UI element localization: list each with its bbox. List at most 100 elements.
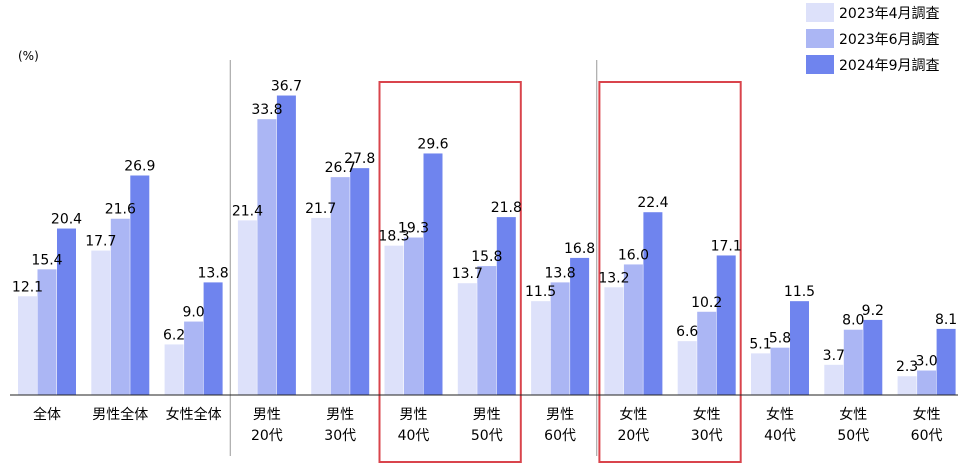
value-label: 17.7 <box>85 234 116 250</box>
category-label: 30代 <box>324 428 356 444</box>
value-label: 11.5 <box>784 284 815 300</box>
value-label: 8.1 <box>935 312 957 328</box>
bar <box>18 296 37 395</box>
value-label: 9.0 <box>182 305 204 321</box>
group-separators <box>229 60 598 456</box>
unit-label: (%) <box>18 49 39 63</box>
bar <box>843 329 863 395</box>
value-label: 2.3 <box>896 359 918 375</box>
value-label: 21.8 <box>491 200 522 216</box>
category-label: 男性 <box>253 407 281 423</box>
value-label: 22.4 <box>637 195 668 211</box>
value-label: 5.1 <box>749 336 771 352</box>
category-label: 女性全体 <box>166 406 222 423</box>
bar <box>350 168 370 395</box>
value-label: 21.7 <box>305 201 336 217</box>
category-label: 男性 <box>473 407 501 423</box>
bar <box>203 282 223 395</box>
bar <box>457 283 477 395</box>
bar <box>37 269 57 395</box>
bar <box>936 328 956 395</box>
category-label: 全体 <box>33 406 61 423</box>
value-label: 15.8 <box>471 249 502 265</box>
bar <box>330 177 350 395</box>
bar <box>790 301 809 395</box>
value-label: 15.4 <box>31 252 62 268</box>
highlight-box <box>598 81 742 463</box>
bar <box>697 311 717 395</box>
value-label: 5.8 <box>769 331 791 347</box>
value-label: 21.6 <box>105 202 136 218</box>
bar <box>477 266 497 395</box>
bar <box>384 245 404 395</box>
category-label: 女性 <box>766 406 794 423</box>
value-label: 16.8 <box>564 241 595 257</box>
value-label: 13.8 <box>198 265 229 281</box>
highlight-box <box>378 81 522 463</box>
value-label: 17.1 <box>711 238 742 254</box>
category-label: 男性 <box>400 407 428 423</box>
value-label: 8.0 <box>842 313 864 329</box>
category-label: 20代 <box>617 428 649 444</box>
legend-swatch <box>806 3 834 22</box>
bar <box>751 353 770 395</box>
bar <box>423 153 443 395</box>
value-label: 26.7 <box>325 160 356 176</box>
bar <box>824 364 844 395</box>
value-label: 33.8 <box>251 102 282 118</box>
highlight-boxes <box>378 81 742 463</box>
category-label: 女性 <box>619 406 647 423</box>
value-label: 20.4 <box>51 212 82 228</box>
value-label: 9.2 <box>862 303 884 319</box>
category-label: 男性 <box>546 407 574 423</box>
bar <box>184 321 204 395</box>
bar <box>604 287 624 395</box>
value-label: 3.0 <box>915 354 937 370</box>
bar <box>570 257 590 395</box>
value-label: 19.3 <box>398 221 429 237</box>
bar <box>863 319 883 395</box>
bar <box>276 95 296 395</box>
bar <box>677 341 697 395</box>
value-label: 12.1 <box>12 279 43 295</box>
bar <box>257 119 277 395</box>
category-label: 女性 <box>839 406 867 423</box>
bar <box>496 217 516 395</box>
value-label: 13.7 <box>452 266 483 282</box>
legend-label: 2023年4月調査 <box>839 6 940 22</box>
bar <box>404 237 423 395</box>
value-label: 6.6 <box>676 324 698 340</box>
bar <box>770 347 790 395</box>
bar <box>531 301 551 395</box>
value-label: 18.3 <box>378 229 409 245</box>
bar <box>237 220 257 395</box>
value-labels: 12.1 17.7 6.2 21.4 21.7 18.3 13.7 11.5 13.2 6.6 5.… <box>12 79 957 376</box>
category-label: 60代 <box>911 428 943 444</box>
value-label: 10.2 <box>691 295 722 311</box>
bar <box>917 370 937 395</box>
value-label: 16.0 <box>618 247 649 263</box>
value-label: 26.9 <box>124 158 155 174</box>
category-label: 男性 <box>326 407 354 423</box>
legend-label: 2024年9月調査 <box>839 58 940 74</box>
value-label: 21.4 <box>232 203 263 219</box>
bar <box>110 218 130 395</box>
bars <box>18 95 956 395</box>
bar <box>57 228 76 395</box>
value-label: 11.5 <box>525 284 556 300</box>
legend-label: 2023年6月調査 <box>839 32 940 48</box>
category-label: 20代 <box>251 428 283 444</box>
value-label: 27.8 <box>344 151 375 167</box>
category-label: 50代 <box>471 428 503 444</box>
bar <box>623 264 643 395</box>
category-label: 60代 <box>544 428 576 444</box>
category-label: 40代 <box>764 428 796 444</box>
bar <box>311 217 331 395</box>
legend: 2023年4月調査 2023年6月調査 2024年9月調査 <box>806 3 940 74</box>
bar <box>164 344 184 395</box>
bar <box>91 250 111 395</box>
value-label: 36.7 <box>271 79 302 95</box>
category-label: 40代 <box>398 428 430 444</box>
category-label: 女性 <box>693 406 721 423</box>
